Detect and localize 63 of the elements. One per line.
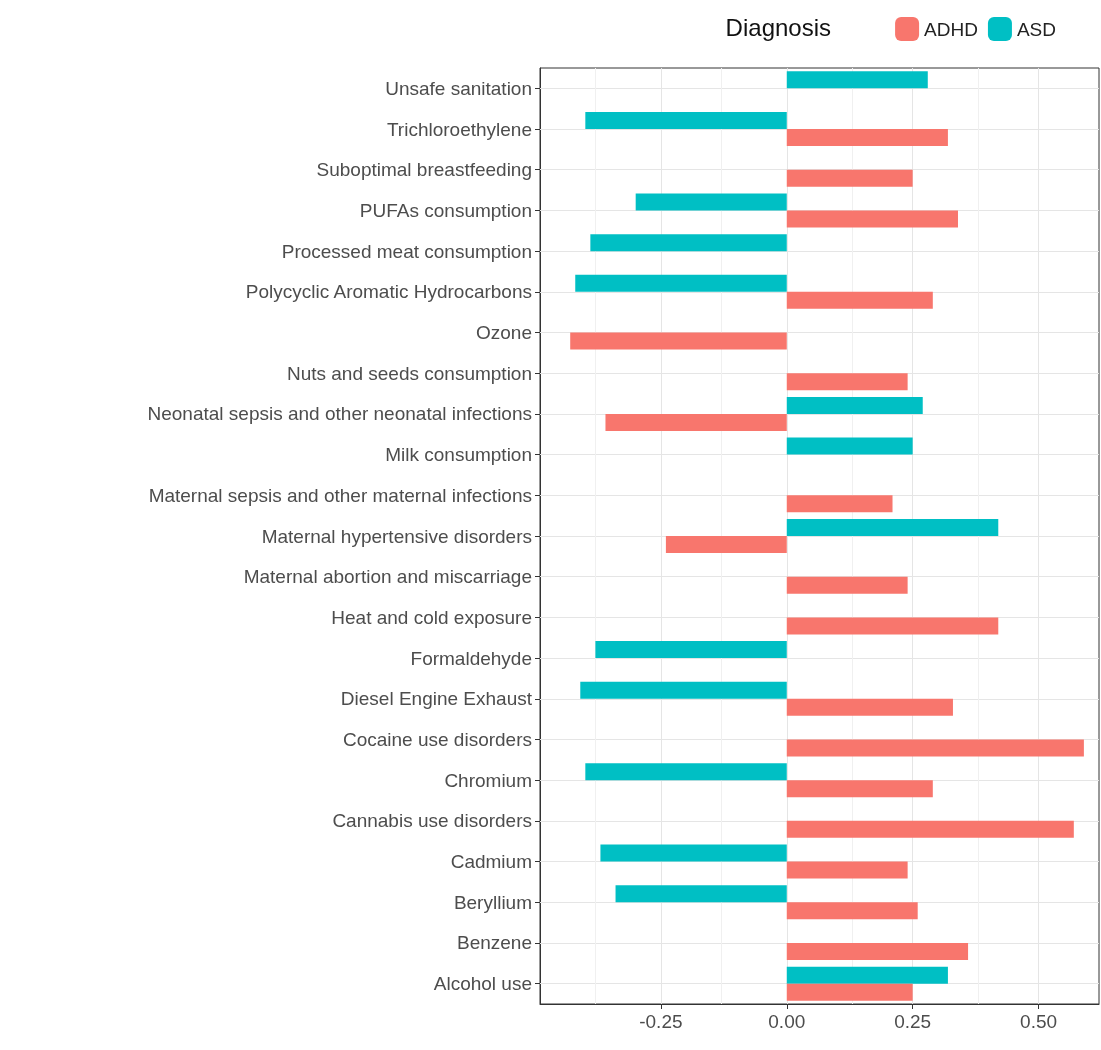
bar <box>786 698 953 716</box>
bar <box>786 129 948 147</box>
y-tick-label: Alcohol use <box>433 973 532 995</box>
bar <box>600 844 787 862</box>
bar <box>580 681 787 699</box>
bar <box>786 169 913 187</box>
y-tick-label: Benzene <box>456 932 532 954</box>
y-tick-label: Trichloroethylene <box>386 118 532 140</box>
bar <box>786 373 908 391</box>
bar <box>786 437 913 455</box>
x-tick-label: -0.25 <box>639 1011 683 1032</box>
bar <box>786 902 918 920</box>
bar <box>615 885 787 903</box>
y-tick-label: Maternal sepsis and other maternal infections <box>148 484 532 506</box>
y-tick-label: Ozone <box>476 322 532 344</box>
bar <box>786 210 958 228</box>
y-tick-label: Maternal abortion and miscarriage <box>243 566 532 588</box>
bar <box>786 983 913 1001</box>
bar <box>590 234 787 252</box>
y-tick-label: Cocaine use disorders <box>342 728 532 750</box>
x-tick-label: 0.50 <box>1020 1011 1058 1032</box>
bar <box>786 495 893 513</box>
bar <box>605 413 787 431</box>
y-tick-label: Processed meat consumption <box>281 240 532 262</box>
bar <box>635 193 787 211</box>
y-tick-label: Unsafe sanitation <box>385 77 532 99</box>
y-tick-label: Cadmium <box>450 851 532 873</box>
bar <box>665 536 787 553</box>
bar <box>786 861 908 879</box>
legend-label: ASD <box>1016 18 1057 40</box>
bar <box>786 820 1074 838</box>
bar <box>585 112 787 130</box>
y-tick-label: PUFAs consumption <box>359 199 532 221</box>
x-tick-label: 0.25 <box>894 1011 932 1032</box>
y-tick-label: Nuts and seeds consumption <box>286 362 532 384</box>
y-tick-label: Heat and cold exposure <box>331 606 532 628</box>
legend-label: ADHD <box>924 18 978 40</box>
bar <box>575 274 787 292</box>
y-tick-label: Suboptimal breastfeeding <box>316 159 532 181</box>
legend-title: Diagnosis <box>725 13 831 41</box>
y-tick-label: Cannabis use disorders <box>332 810 532 832</box>
bar <box>786 617 999 635</box>
bar <box>570 332 787 350</box>
bar <box>595 641 787 659</box>
y-tick-label: Maternal hypertensive disorders <box>261 525 532 547</box>
bar <box>786 71 928 89</box>
y-tick-label: Neonatal sepsis and other neonatal infections <box>147 403 532 425</box>
y-tick-label: Diesel Engine Exhaust <box>340 688 533 710</box>
y-tick-label: Milk consumption <box>385 444 532 466</box>
y-tick-label: Formaldehyde <box>410 647 532 669</box>
y-tick-label: Chromium <box>444 769 532 791</box>
bar <box>786 576 908 594</box>
bar <box>786 519 999 536</box>
bar <box>786 780 933 798</box>
x-tick-label: 0.00 <box>768 1011 806 1032</box>
bar <box>786 291 933 309</box>
bar <box>786 942 969 960</box>
bar <box>585 763 787 781</box>
y-tick-label: Polycyclic Aromatic Hydrocarbons <box>245 281 532 303</box>
bar <box>786 739 1084 757</box>
y-tick-label: Beryllium <box>453 891 532 913</box>
bar <box>786 396 923 414</box>
bar <box>786 966 948 984</box>
